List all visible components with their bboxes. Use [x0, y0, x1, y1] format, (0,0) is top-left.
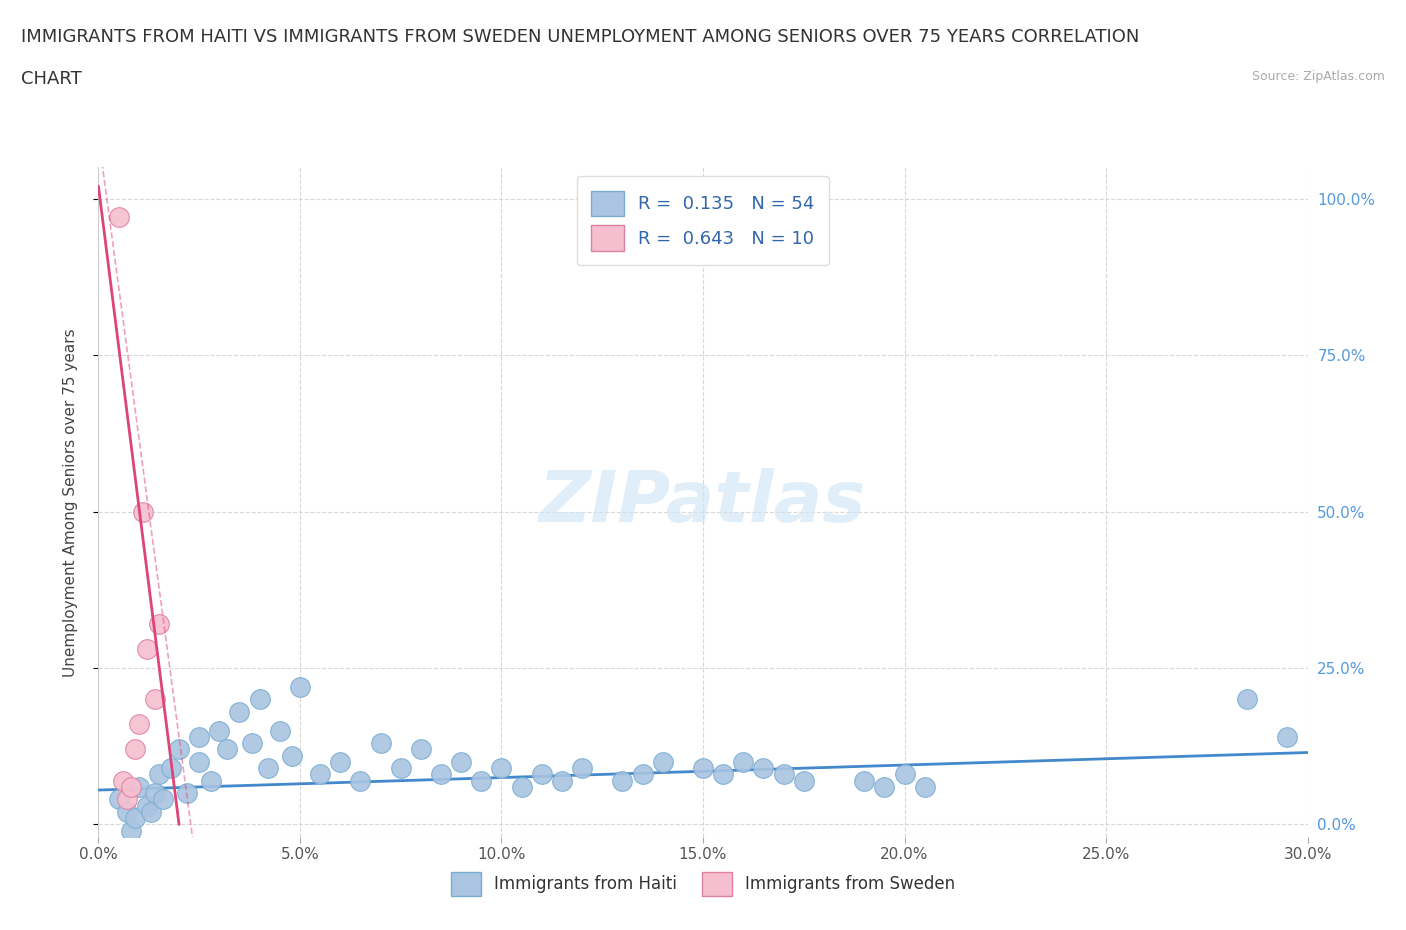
Point	[269, 724, 291, 738]
Point	[281, 749, 304, 764]
Point	[148, 767, 170, 782]
Point	[692, 761, 714, 776]
Point	[120, 823, 142, 838]
Point	[772, 767, 794, 782]
Point	[256, 761, 278, 776]
Point	[873, 779, 896, 794]
Legend: Immigrants from Haiti, Immigrants from Sweden: Immigrants from Haiti, Immigrants from S…	[437, 858, 969, 909]
Point	[571, 761, 593, 776]
Point	[329, 754, 352, 769]
Point	[450, 754, 472, 769]
Point	[228, 704, 250, 719]
Point	[430, 767, 453, 782]
Point	[115, 804, 138, 819]
Point	[176, 786, 198, 801]
Point	[143, 692, 166, 707]
Point	[651, 754, 673, 769]
Point	[612, 773, 634, 788]
Point	[893, 767, 915, 782]
Point	[470, 773, 492, 788]
Point	[914, 779, 936, 794]
Y-axis label: Unemployment Among Seniors over 75 years: Unemployment Among Seniors over 75 years	[63, 328, 77, 676]
Point	[152, 792, 174, 807]
Point	[309, 767, 332, 782]
Point	[733, 754, 755, 769]
Point	[128, 779, 150, 794]
Point	[115, 792, 138, 807]
Point	[409, 742, 432, 757]
Point	[107, 792, 129, 807]
Point	[551, 773, 574, 788]
Point	[752, 761, 775, 776]
Point	[288, 680, 311, 695]
Point	[139, 804, 162, 819]
Text: Source: ZipAtlas.com: Source: ZipAtlas.com	[1251, 70, 1385, 83]
Point	[167, 742, 190, 757]
Point	[1236, 692, 1258, 707]
Point	[389, 761, 412, 776]
Text: CHART: CHART	[21, 70, 82, 87]
Point	[208, 724, 231, 738]
Point	[143, 786, 166, 801]
Point	[107, 210, 129, 225]
Point	[188, 754, 211, 769]
Point	[510, 779, 533, 794]
Point	[217, 742, 239, 757]
Point	[124, 811, 146, 826]
Point	[249, 692, 271, 707]
Point	[148, 617, 170, 631]
Point	[135, 798, 157, 813]
Point	[530, 767, 553, 782]
Point	[120, 779, 142, 794]
Point	[200, 773, 222, 788]
Point	[370, 736, 392, 751]
Point	[1277, 729, 1299, 744]
Point	[491, 761, 513, 776]
Point	[188, 729, 211, 744]
Point	[124, 742, 146, 757]
Point	[631, 767, 654, 782]
Point	[128, 717, 150, 732]
Point	[793, 773, 815, 788]
Point	[111, 773, 134, 788]
Point	[711, 767, 734, 782]
Point	[135, 642, 157, 657]
Point	[240, 736, 263, 751]
Point	[853, 773, 876, 788]
Text: IMMIGRANTS FROM HAITI VS IMMIGRANTS FROM SWEDEN UNEMPLOYMENT AMONG SENIORS OVER : IMMIGRANTS FROM HAITI VS IMMIGRANTS FROM…	[21, 28, 1139, 46]
Point	[160, 761, 183, 776]
Text: ZIPatlas: ZIPatlas	[540, 468, 866, 537]
Point	[132, 504, 155, 519]
Point	[349, 773, 371, 788]
